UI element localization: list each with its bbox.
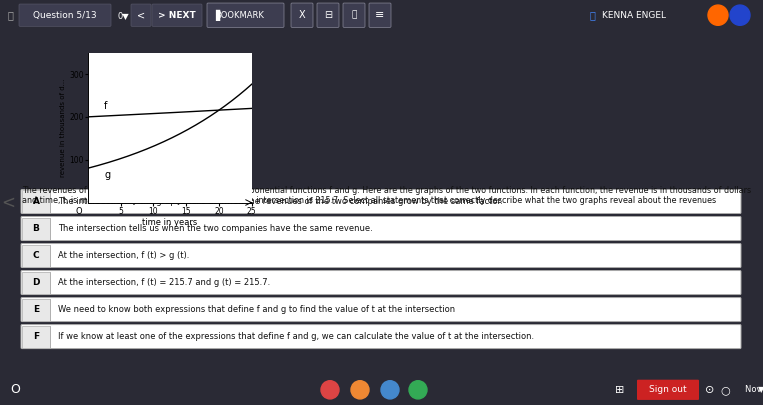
Text: B: B — [33, 224, 40, 233]
FancyBboxPatch shape — [291, 3, 313, 28]
Text: A: A — [33, 197, 40, 206]
Text: O: O — [10, 383, 20, 396]
FancyBboxPatch shape — [152, 4, 202, 26]
Text: E: E — [33, 305, 39, 314]
Text: BOOKMARK: BOOKMARK — [216, 11, 265, 20]
FancyBboxPatch shape — [21, 324, 741, 349]
Bar — [22, 217, 50, 239]
Text: 🔵: 🔵 — [590, 10, 596, 20]
Text: We need to know both expressions that define f and g to find the value of t at t: We need to know both expressions that de… — [58, 305, 455, 314]
Bar — [22, 271, 50, 294]
Text: F: F — [33, 332, 39, 341]
Circle shape — [321, 381, 339, 399]
Text: g: g — [104, 170, 111, 180]
Text: f: f — [104, 101, 108, 111]
Text: C: C — [33, 251, 40, 260]
Circle shape — [409, 381, 427, 399]
Bar — [22, 245, 50, 266]
Text: X: X — [298, 10, 305, 20]
Bar — [22, 298, 50, 321]
Text: The revenues of two companies can be modeled with exponential functions f and g.: The revenues of two companies can be mod… — [22, 186, 751, 196]
FancyBboxPatch shape — [21, 243, 741, 268]
FancyBboxPatch shape — [207, 3, 284, 28]
Text: Nov 5   2:31: Nov 5 2:31 — [745, 385, 763, 394]
Circle shape — [708, 5, 728, 25]
Text: ▌: ▌ — [215, 10, 224, 21]
FancyBboxPatch shape — [637, 380, 699, 400]
Text: Sign out: Sign out — [649, 385, 687, 394]
FancyBboxPatch shape — [131, 4, 151, 26]
FancyBboxPatch shape — [21, 217, 741, 241]
Circle shape — [351, 381, 369, 399]
FancyBboxPatch shape — [343, 3, 365, 28]
Text: The intersection tells us when the two companies have the same revenue.: The intersection tells us when the two c… — [58, 224, 373, 233]
FancyBboxPatch shape — [317, 3, 339, 28]
Text: 🔔: 🔔 — [8, 10, 14, 20]
FancyBboxPatch shape — [369, 3, 391, 28]
Text: ⊟: ⊟ — [324, 10, 332, 20]
Text: D: D — [32, 278, 40, 287]
Text: <: < — [137, 10, 145, 20]
Text: 0▼: 0▼ — [118, 11, 130, 20]
Text: ⊙: ⊙ — [705, 385, 715, 395]
Text: 🔍: 🔍 — [351, 11, 356, 20]
FancyBboxPatch shape — [19, 4, 111, 26]
Text: ▼: ▼ — [758, 385, 763, 394]
FancyBboxPatch shape — [21, 190, 741, 213]
Text: <: < — [1, 194, 15, 211]
FancyBboxPatch shape — [21, 298, 741, 322]
Text: Question 5/13: Question 5/13 — [33, 11, 97, 20]
Y-axis label: revenue in thousands of d...: revenue in thousands of d... — [60, 79, 66, 177]
FancyBboxPatch shape — [21, 271, 741, 294]
Bar — [22, 190, 50, 213]
Text: ⊞: ⊞ — [615, 385, 625, 395]
Text: KENNA ENGEL: KENNA ENGEL — [602, 11, 666, 20]
Circle shape — [381, 381, 399, 399]
Bar — [22, 326, 50, 347]
Text: and time, t, is measured in years. The y-coordinate of the intersection is 215.7: and time, t, is measured in years. The y… — [22, 196, 716, 205]
Text: If we know at least one of the expressions that define f and g, we can calculate: If we know at least one of the expressio… — [58, 332, 534, 341]
X-axis label: time in years: time in years — [142, 218, 198, 228]
Text: ○: ○ — [720, 385, 730, 395]
Text: > NEXT: > NEXT — [158, 11, 196, 20]
Circle shape — [730, 5, 750, 25]
Text: At the intersection, f (t) = 215.7 and g (t) = 215.7.: At the intersection, f (t) = 215.7 and g… — [58, 278, 270, 287]
Text: ≡: ≡ — [375, 10, 385, 20]
Text: The intersection of the graphs tells us when the revenues of the two companies g: The intersection of the graphs tells us … — [58, 197, 503, 206]
Text: O: O — [76, 207, 82, 217]
Text: At the intersection, f (t) > g (t).: At the intersection, f (t) > g (t). — [58, 251, 189, 260]
